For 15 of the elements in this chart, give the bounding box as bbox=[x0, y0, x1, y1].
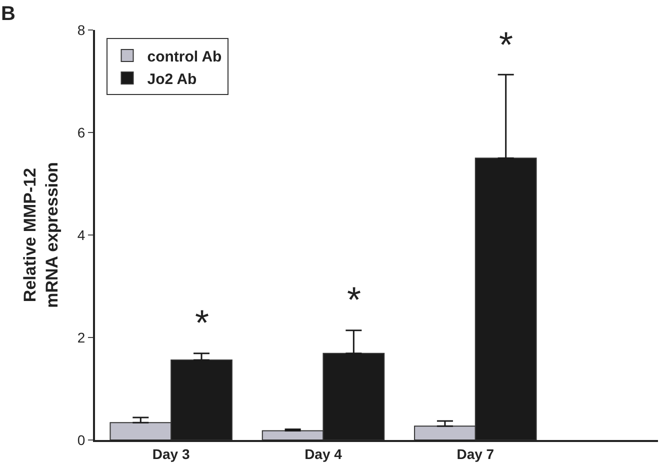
x-tick-label: Day 4 bbox=[304, 446, 342, 462]
y-axis-title: Relative MMP-12 mRNA expression bbox=[20, 162, 62, 308]
x-tick-label: Day 3 bbox=[152, 446, 190, 462]
legend-label: control Ab bbox=[147, 48, 222, 66]
y-tick-label: 8 bbox=[77, 22, 86, 38]
annotation: * bbox=[195, 302, 210, 343]
y-tick-label: 4 bbox=[77, 226, 86, 243]
y-tick-label: 0 bbox=[77, 432, 86, 448]
y-tick-label: 2 bbox=[77, 329, 86, 346]
text: B bbox=[1, 3, 16, 25]
annotation: * bbox=[499, 24, 514, 65]
legend-label: Jo2 Ab bbox=[147, 70, 197, 88]
annotation: * bbox=[347, 279, 362, 320]
x-tick-label: Day 7 bbox=[456, 446, 494, 462]
y-tick-label: 6 bbox=[77, 124, 86, 140]
